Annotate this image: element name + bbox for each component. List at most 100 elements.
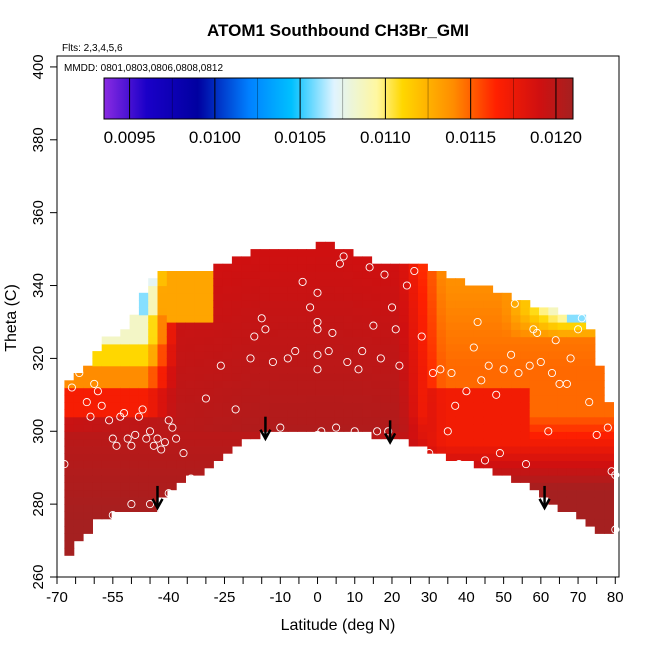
heatmap-cell — [250, 249, 261, 257]
heatmap-cell — [166, 438, 177, 447]
heatmap-cell — [594, 431, 605, 440]
heatmap-cell — [306, 424, 317, 432]
heatmap-cell — [483, 343, 494, 352]
heatmap-cell — [511, 402, 521, 410]
heatmap-cell — [269, 271, 279, 279]
heatmap-cell — [157, 416, 168, 425]
x-tick-label: 60 — [532, 589, 549, 606]
heatmap-cell — [408, 380, 419, 389]
heatmap-cell — [278, 416, 289, 425]
heatmap-cell — [111, 467, 121, 476]
heatmap-cell — [101, 416, 112, 425]
heatmap-cell — [492, 314, 503, 323]
heatmap-cell — [157, 438, 168, 447]
heatmap-cell — [473, 307, 484, 316]
heatmap-cell — [399, 351, 410, 359]
heatmap-cell — [464, 445, 475, 454]
heatmap-cell — [436, 336, 447, 345]
heatmap-cell — [101, 438, 112, 447]
heatmap-cell — [297, 307, 307, 316]
heatmap-cell — [176, 380, 186, 389]
observation-point — [186, 474, 196, 483]
heatmap-cell — [539, 475, 549, 483]
heatmap-cell — [548, 453, 559, 461]
heatmap-cell — [222, 336, 233, 345]
heatmap-cell — [120, 394, 131, 403]
heatmap-cell — [306, 271, 317, 279]
x-tick-label: 30 — [421, 589, 438, 606]
observation-point — [369, 321, 378, 330]
heatmap-cell — [566, 504, 577, 512]
heatmap-cell — [269, 314, 279, 323]
heatmap-cell — [566, 467, 577, 476]
heatmap-cell — [576, 409, 587, 418]
heatmap-cell — [492, 409, 503, 418]
heatmap-cell — [241, 307, 252, 316]
heatmap-cell — [315, 358, 326, 367]
heatmap-cell — [334, 271, 345, 279]
heatmap-cell — [148, 329, 159, 338]
heatmap-cell — [408, 402, 419, 410]
dates-label: MMDD: 0801,0803,0806,0808,0812 — [64, 63, 223, 74]
heatmap-cell — [176, 329, 186, 338]
heatmap-cell — [176, 438, 186, 447]
heatmap-cell — [390, 307, 400, 316]
heatmap-cell — [120, 351, 131, 359]
heatmap-cell — [539, 336, 549, 345]
heatmap-cell — [343, 358, 354, 367]
heatmap-cell — [325, 351, 335, 359]
heatmap-cell — [157, 387, 168, 396]
heatmap-cell — [529, 343, 540, 352]
heatmap-cell — [306, 256, 317, 265]
heatmap-cell — [390, 394, 400, 403]
heatmap-cell — [231, 329, 242, 338]
heatmap-cell — [129, 409, 140, 418]
heatmap-cell — [166, 467, 177, 476]
heatmap-cell — [64, 475, 75, 483]
heatmap-cell — [604, 409, 614, 418]
heatmap-cell — [371, 402, 382, 410]
heatmap-cell — [64, 547, 75, 556]
heatmap-cell — [148, 373, 159, 381]
heatmap-cell — [511, 351, 521, 359]
heatmap-cell — [473, 336, 484, 345]
heatmap-cell — [427, 314, 438, 323]
observation-point — [216, 361, 225, 370]
observation-point — [410, 266, 419, 276]
heatmap-cell — [371, 307, 382, 316]
heatmap-cell — [213, 292, 224, 301]
heatmap-cell — [576, 482, 587, 491]
heatmap-cell — [185, 387, 196, 396]
heatmap-cell — [231, 278, 242, 287]
heatmap-cell — [83, 416, 93, 425]
heatmap-cell — [325, 424, 335, 432]
heatmap-cell — [408, 373, 419, 381]
observation-point — [313, 365, 322, 374]
heatmap-cell — [73, 533, 84, 542]
heatmap-cell — [436, 351, 447, 359]
heatmap-cell — [594, 387, 605, 396]
heatmap-cell — [250, 424, 261, 432]
heatmap-cell — [92, 467, 103, 476]
observation-point — [291, 347, 300, 356]
heatmap-cell — [501, 453, 512, 461]
heatmap-cell — [436, 416, 447, 425]
heatmap-cell — [148, 336, 159, 345]
heatmap-cell — [306, 322, 317, 330]
observation-point — [469, 343, 478, 352]
heatmap-cell — [548, 358, 559, 367]
heatmap-cell — [464, 416, 475, 425]
heatmap-cell — [501, 416, 512, 425]
heatmap-cell — [455, 314, 466, 323]
heatmap-cell — [511, 416, 521, 425]
heatmap-cell — [390, 402, 400, 410]
heatmap-cell — [297, 365, 307, 374]
heatmap-cell — [259, 307, 270, 316]
sampling-arrows — [151, 416, 551, 511]
observation-point — [380, 270, 389, 279]
heatmap-cell — [380, 300, 391, 308]
heatmap-cell — [576, 394, 587, 403]
heatmap-cell — [566, 438, 577, 447]
heatmap-cell — [436, 409, 447, 418]
heatmap-cell — [418, 307, 428, 316]
